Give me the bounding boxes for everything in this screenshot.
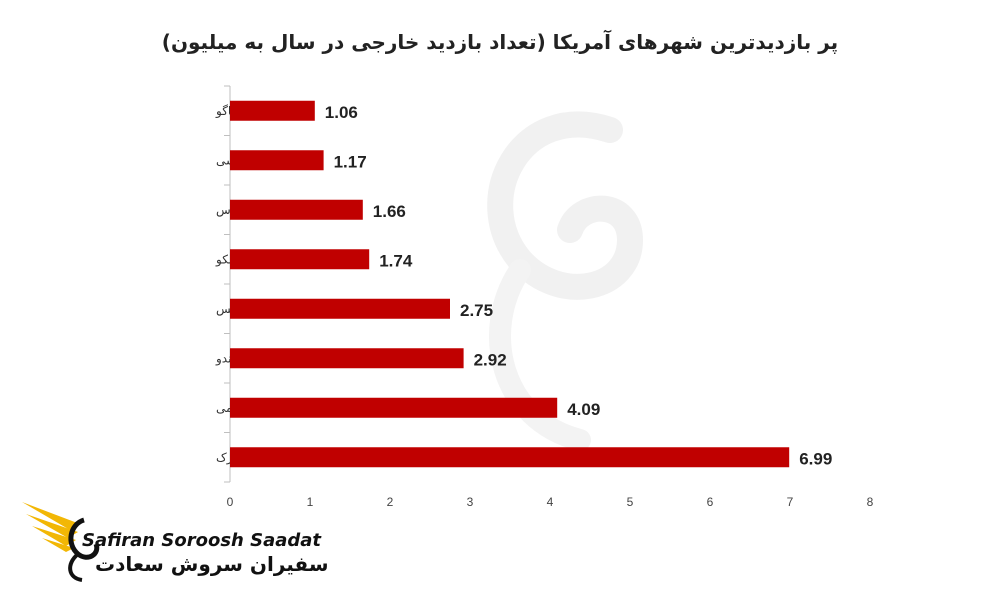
logo-name-fa: سفیران سروش سعادت <box>95 552 329 576</box>
bar <box>230 397 558 418</box>
bar <box>230 298 450 319</box>
bar <box>230 150 324 171</box>
value-label: 1.17 <box>334 152 367 171</box>
x-tick-label: 6 <box>707 495 714 509</box>
value-label: 1.06 <box>325 103 358 122</box>
value-label: 2.75 <box>460 301 493 320</box>
bar <box>230 100 315 121</box>
bar <box>230 199 363 220</box>
value-label: 6.99 <box>799 449 832 468</box>
x-tick-label: 3 <box>467 495 474 509</box>
x-tick-label: 7 <box>787 495 794 509</box>
x-tick-label: 8 <box>867 495 874 509</box>
x-tick-label: 0 <box>227 495 234 509</box>
value-label: 4.09 <box>567 400 600 419</box>
value-label: 1.74 <box>379 251 413 270</box>
logo-wing-icon <box>22 502 100 582</box>
value-label: 2.92 <box>474 350 507 369</box>
x-tick-label: 1 <box>307 495 314 509</box>
bar <box>230 348 464 369</box>
bar <box>230 447 790 468</box>
x-tick-label: 2 <box>387 495 394 509</box>
value-label: 1.66 <box>373 202 406 221</box>
x-tick-label: 4 <box>547 495 554 509</box>
logo-name-en: Safiran Soroosh Saadat <box>82 530 322 551</box>
bar <box>230 249 370 270</box>
x-tick-label: 5 <box>627 495 634 509</box>
chart-title: پر بازدیدترین شهرهای آمریکا (تعداد بازدی… <box>161 30 839 54</box>
swan-watermark-icon <box>487 111 644 451</box>
